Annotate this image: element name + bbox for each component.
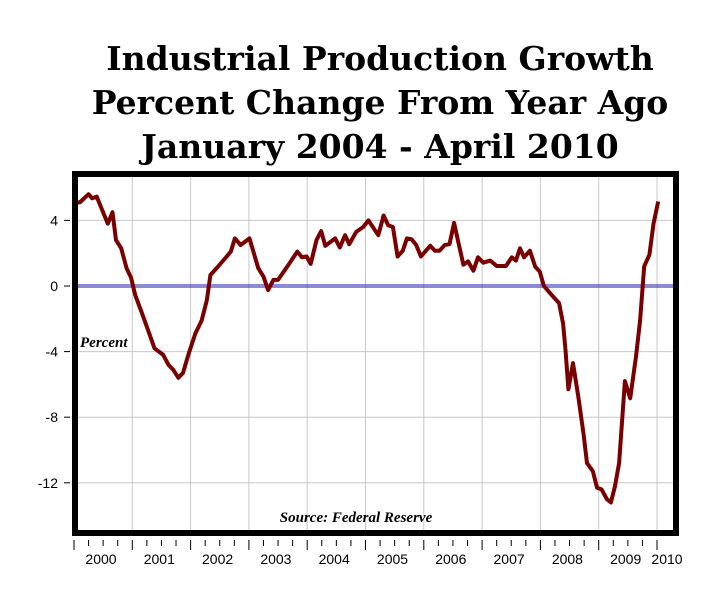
x-tick-label: 2002 — [202, 551, 233, 567]
plot-frame — [72, 171, 679, 536]
chart-title-line-1: Industrial Production Growth — [106, 39, 654, 78]
chart-title-line-3: January 2004 - April 2010 — [138, 127, 618, 166]
y-tick-label: -4 — [46, 344, 59, 360]
grid — [76, 176, 675, 531]
x-tick-label: 2001 — [144, 551, 175, 567]
x-tick-label: 2008 — [552, 551, 583, 567]
x-tick-label: 2009 — [610, 551, 641, 567]
y-axis-label: Percent — [80, 335, 128, 351]
x-tick-label: 2005 — [377, 551, 408, 567]
x-tick-label: 2007 — [494, 551, 525, 567]
series-line — [75, 192, 661, 505]
x-tick-label: 2010 — [651, 551, 682, 567]
x-tick-label: 2003 — [260, 551, 291, 567]
y-tick-label: 0 — [50, 278, 58, 294]
source-note: Source: Federal Reserve — [280, 510, 433, 526]
zero-line — [76, 284, 675, 288]
y-tick-label: -8 — [46, 409, 59, 425]
x-tick-label: 2006 — [435, 551, 466, 567]
chart-title-line-2: Percent Change From Year Ago — [92, 83, 669, 122]
y-tick-label: 4 — [50, 212, 58, 228]
x-tick-label: 2004 — [319, 551, 350, 567]
x-tick-label: 2000 — [85, 551, 116, 567]
axes: 2000 2001 2002 2003 2004 2005 2006 2007 2008 2009… — [38, 212, 683, 567]
y-tick-label: -12 — [38, 475, 58, 491]
